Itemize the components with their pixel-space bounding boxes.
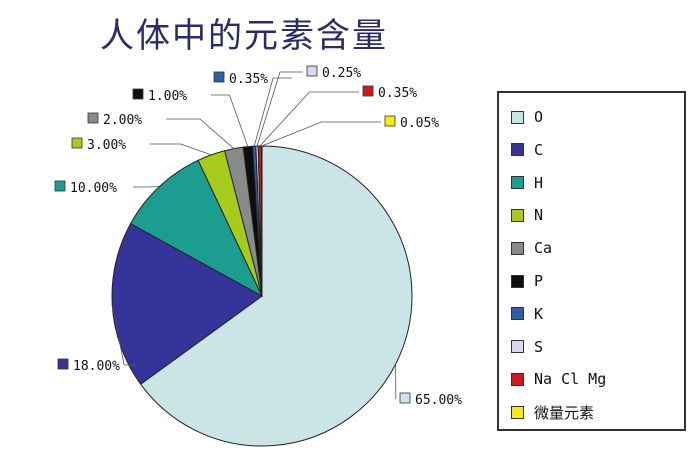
leader-line: [150, 143, 212, 156]
data-label: 0.05%: [400, 116, 439, 131]
legend-label: Ca: [534, 239, 553, 258]
legend-swatch: [511, 110, 524, 124]
legend-swatch: [511, 241, 524, 255]
data-label: 0.35%: [378, 86, 417, 101]
legend-item: O: [511, 105, 543, 129]
legend-label: Na Cl Mg: [534, 370, 607, 389]
legend-label: K: [534, 304, 544, 323]
legend-item: K: [511, 302, 543, 326]
legend-label: 微量元素: [534, 403, 595, 422]
leader-line: [166, 118, 235, 149]
leader-line: [261, 121, 381, 147]
legend-label: H: [534, 173, 544, 192]
legend-label: S: [534, 337, 544, 356]
chart-title: 人体中的元素含量: [100, 16, 388, 56]
data-label-swatch: [54, 180, 66, 192]
leader-line: [256, 71, 303, 147]
legend-label: P: [534, 272, 544, 290]
data-label: 3.00%: [87, 138, 126, 153]
legend-swatch: [511, 176, 524, 190]
data-label: 2.00%: [103, 113, 142, 128]
legend-swatch: [511, 372, 524, 386]
legend-label: N: [534, 206, 544, 225]
data-label: 0.25%: [322, 66, 361, 81]
data-label-swatch: [399, 392, 411, 404]
legend-item: H: [511, 171, 543, 195]
legend-item: N: [511, 203, 543, 227]
data-label-swatch: [132, 88, 144, 100]
leader-line: [211, 94, 249, 147]
legend-swatch: [511, 307, 524, 321]
data-label: 10.00%: [70, 181, 117, 196]
legend-item: C: [511, 138, 543, 162]
legend-swatch: [511, 405, 524, 419]
legend-swatch: [511, 208, 524, 222]
legend-item: Na Cl Mg: [511, 367, 606, 391]
legend-swatch: [511, 274, 524, 288]
legend-item: 微量元素: [511, 400, 594, 424]
legend-label: O: [534, 108, 544, 126]
leader-line: [259, 91, 359, 147]
data-label-swatch: [57, 358, 69, 370]
data-label-swatch: [213, 71, 225, 83]
legend-item: Ca: [511, 236, 552, 260]
legend-item: S: [511, 335, 543, 359]
data-label: 18.00%: [73, 359, 120, 374]
legend-item: P: [511, 269, 543, 293]
data-label-swatch: [71, 137, 83, 149]
chart-legend: O C H N Ca P K S Na Cl Mg 微量元素: [497, 91, 686, 431]
data-label: 65.00%: [415, 393, 462, 408]
data-label-swatch: [362, 85, 374, 97]
pie-slice-O: [139, 145, 413, 447]
legend-label: C: [534, 140, 544, 159]
data-label-swatch: [384, 115, 396, 127]
legend-swatch: [511, 143, 524, 157]
data-label: 1.00%: [148, 89, 187, 104]
data-label-swatch: [87, 112, 99, 124]
legend-swatch: [511, 340, 524, 354]
leader-line: [253, 77, 292, 147]
data-label: 0.35%: [229, 72, 268, 87]
leader-line: [111, 305, 136, 366]
data-label-swatch: [306, 65, 318, 77]
